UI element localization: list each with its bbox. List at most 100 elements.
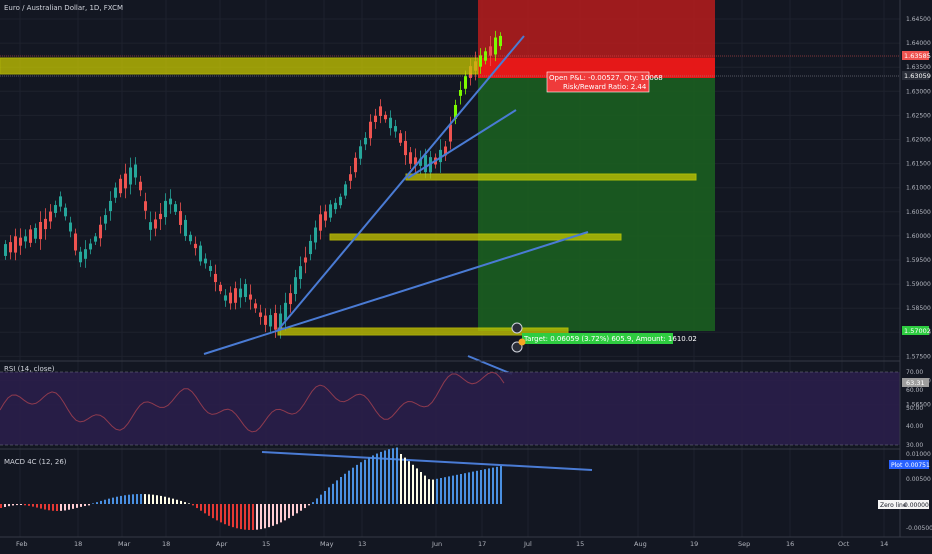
macd-bar — [188, 503, 190, 504]
macd-bar — [460, 474, 462, 504]
macd-bar — [104, 499, 106, 504]
trendline-long[interactable] — [203, 231, 589, 355]
macd-bar — [216, 504, 218, 521]
candle — [24, 236, 27, 242]
candle — [494, 37, 497, 55]
candle — [239, 288, 242, 298]
current-price-tag — [902, 51, 929, 60]
candle — [369, 121, 372, 139]
macd-plot-label: Plot — [891, 462, 903, 469]
candle — [134, 164, 137, 178]
time-axis-label: Oct — [838, 540, 850, 548]
macd-bar — [440, 478, 442, 504]
candle — [404, 140, 407, 156]
macd-bar — [468, 472, 470, 504]
candle — [34, 227, 37, 239]
macd-bar — [304, 504, 306, 509]
macd-bar — [192, 504, 194, 506]
event-marker-icon[interactable] — [511, 322, 523, 334]
candle — [214, 273, 217, 283]
profit-target-zone[interactable] — [478, 78, 715, 331]
candle — [54, 205, 57, 213]
target-price-label: 1.57002 — [904, 327, 931, 335]
time-axis-label: Jul — [523, 540, 532, 548]
second-price-tag — [902, 71, 929, 80]
trendline-macd[interactable] — [261, 451, 593, 471]
candle — [74, 233, 77, 251]
resistance-zone[interactable] — [0, 57, 479, 75]
trendline-rsi[interactable] — [467, 355, 513, 375]
macd-bar — [408, 461, 410, 504]
macd-bar — [160, 495, 162, 504]
macd-bar — [112, 497, 114, 504]
time-axis[interactable]: Feb 18 Mar 18 Apr 15 May 13 Jun 17 Jul 15 Aug 19 Sep 16… — [16, 540, 888, 548]
rsi-value-label: 63.31 — [906, 379, 925, 387]
macd-bar — [452, 475, 454, 504]
price-tick-label: 1.59000 — [906, 281, 931, 288]
macd-bar — [244, 504, 246, 530]
price-tick-label: 1.60500 — [906, 209, 931, 216]
position-stats-box[interactable] — [546, 71, 650, 93]
macd-bar — [88, 504, 90, 506]
price-tick-label: 1.62500 — [906, 112, 931, 119]
candle — [254, 303, 257, 309]
macd-bar — [64, 504, 66, 511]
candle — [29, 229, 32, 243]
macd-bar — [372, 455, 374, 504]
macd-bar — [172, 498, 174, 504]
candle — [49, 211, 52, 222]
trendline-steep[interactable] — [277, 35, 525, 331]
rsi-label: RSI (14, close) — [4, 365, 55, 373]
event-marker-icon[interactable] — [518, 338, 526, 346]
macd-bar — [200, 504, 202, 511]
macd-bar — [32, 504, 34, 507]
macd-bar — [184, 502, 186, 504]
candle — [159, 213, 162, 220]
macd-bar — [392, 448, 394, 504]
macd-bar — [256, 504, 258, 530]
rsi-ticks: 70.00 60.00 50.00 40.00 30.00 — [906, 369, 923, 449]
entry-risk-zone[interactable] — [478, 58, 715, 78]
candle — [249, 294, 252, 300]
candle — [264, 315, 267, 325]
candle — [169, 198, 172, 205]
macd-bar — [140, 494, 142, 504]
time-axis-label: 14 — [880, 540, 888, 548]
macd-bar — [92, 503, 94, 504]
candle — [9, 242, 12, 253]
macd-bar — [116, 496, 118, 504]
position-stats-line1: Open P&L: -0.00527, Qty: 10068 — [549, 74, 663, 82]
support-zone-1[interactable] — [405, 173, 697, 181]
macd-bar — [340, 477, 342, 504]
macd-bar — [284, 504, 286, 521]
candle — [164, 200, 167, 218]
stop-loss-zone[interactable] — [478, 0, 715, 58]
macd-bar — [496, 466, 498, 504]
candle — [154, 219, 157, 229]
time-axis-label: 16 — [786, 540, 794, 548]
macd-bar — [44, 504, 46, 510]
candle — [439, 149, 442, 163]
candle — [209, 266, 212, 271]
candle — [344, 184, 347, 196]
candle — [304, 257, 307, 263]
support-zone-2[interactable] — [329, 233, 622, 241]
price-tick-label: 1.62000 — [906, 137, 931, 144]
macd-bar — [336, 480, 338, 504]
macd-bar — [364, 459, 366, 504]
macd-bar — [148, 494, 150, 504]
macd-bar — [152, 494, 154, 504]
target-label-box[interactable] — [522, 333, 673, 344]
macd-bar — [436, 478, 438, 504]
trendline-mid[interactable] — [407, 109, 517, 179]
event-marker-icon[interactable] — [511, 341, 523, 353]
price-axis[interactable] — [900, 0, 932, 537]
macd-bar — [396, 447, 398, 504]
candle — [44, 218, 47, 230]
candle — [204, 258, 207, 264]
macd-bar — [220, 504, 222, 523]
time-axis-label: Apr — [216, 540, 228, 548]
macd-bar — [48, 504, 50, 511]
